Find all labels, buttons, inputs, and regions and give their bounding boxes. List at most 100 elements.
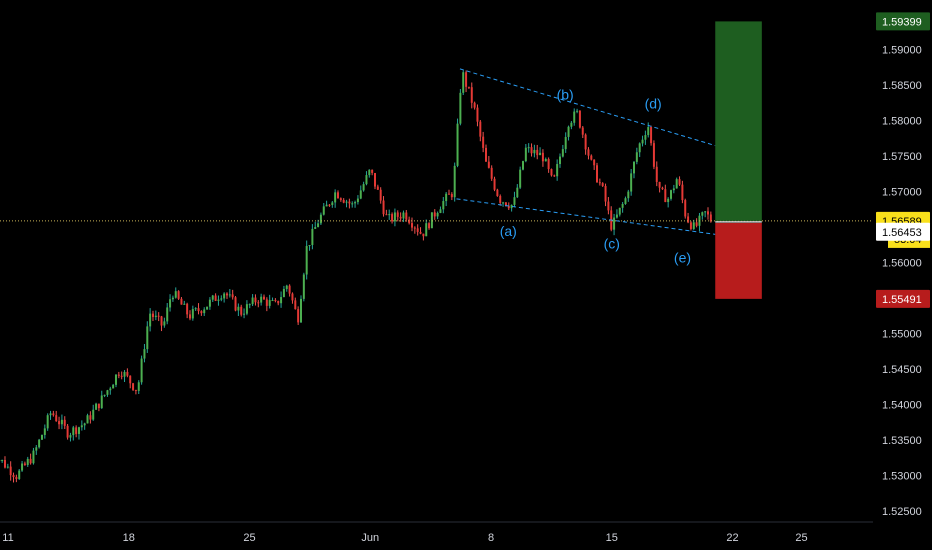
candle — [29, 453, 32, 465]
candle-body — [92, 409, 95, 420]
candle-body — [564, 136, 567, 150]
candle — [280, 291, 283, 308]
candle — [487, 156, 490, 169]
candle-body — [541, 152, 544, 162]
candle — [578, 110, 581, 129]
candle — [581, 125, 584, 139]
candle-body — [530, 147, 533, 154]
candle-body — [197, 308, 200, 312]
candle-body — [334, 192, 337, 203]
time-axis[interactable]: 11 18 25 Jun 8 15 22 25 — [0, 521, 873, 544]
candle-body — [479, 121, 482, 137]
candle — [117, 371, 120, 379]
candle-body — [243, 313, 246, 315]
candle — [598, 178, 601, 186]
candle-body — [396, 212, 399, 217]
candle — [92, 404, 95, 421]
candle-body — [137, 382, 140, 391]
candle-body — [667, 198, 670, 203]
candle-body — [49, 413, 52, 416]
candle-body — [701, 212, 704, 216]
candle — [621, 202, 624, 213]
candle — [490, 165, 493, 181]
last-close-badge-bg — [876, 222, 930, 241]
candle — [376, 184, 379, 190]
candle-body — [709, 214, 712, 222]
candle — [40, 434, 43, 440]
candle — [422, 233, 425, 241]
candle-body — [75, 427, 78, 434]
candle — [52, 410, 55, 417]
candle — [160, 315, 163, 332]
candle-body — [388, 214, 391, 216]
candle — [265, 297, 268, 312]
long-position-tool[interactable] — [715, 21, 762, 299]
candle-body — [245, 304, 248, 314]
candle-body — [322, 206, 325, 215]
candle-body — [282, 288, 285, 298]
candle-body — [38, 439, 41, 448]
candle — [519, 166, 522, 190]
candle — [106, 389, 109, 397]
candle — [75, 425, 78, 438]
candle-body — [445, 193, 448, 202]
target-price-badge-text: 1.59399 — [882, 16, 922, 28]
candle — [339, 197, 342, 202]
candle-body — [66, 425, 69, 438]
candle — [49, 410, 52, 420]
candle — [689, 221, 692, 231]
candle — [83, 422, 86, 430]
candle-body — [604, 185, 607, 202]
candle — [274, 298, 277, 303]
candle-body — [447, 193, 450, 195]
candle — [356, 195, 359, 205]
candle-body — [507, 205, 510, 209]
candle — [234, 296, 237, 312]
candle-body — [519, 169, 522, 188]
candle-body — [291, 293, 294, 301]
candle — [97, 403, 100, 412]
last-close-badge: 1.56453 — [876, 222, 930, 241]
candle — [100, 390, 103, 409]
price-tick-label: 1.55000 — [882, 329, 922, 341]
candle-body — [678, 179, 681, 185]
candle-body — [672, 188, 675, 191]
candle-body — [220, 298, 223, 300]
candle-body — [103, 394, 106, 396]
candle-body — [405, 212, 408, 220]
candle-body — [376, 186, 379, 190]
candle — [32, 447, 35, 465]
candle-body — [473, 102, 476, 108]
candle-body — [214, 295, 217, 301]
candle-body — [550, 169, 553, 176]
candle-body — [450, 194, 453, 198]
candle — [220, 295, 223, 302]
candle — [630, 169, 633, 196]
candle — [658, 181, 661, 193]
candle-body — [265, 299, 268, 306]
candle-body — [228, 294, 231, 296]
candle — [521, 160, 524, 171]
candle-body — [416, 228, 419, 232]
candle-body — [439, 209, 442, 213]
candle-body — [482, 136, 485, 148]
candle — [351, 201, 354, 208]
candle-body — [254, 297, 257, 303]
candle-body — [183, 303, 186, 305]
candle — [149, 308, 152, 332]
candle — [291, 292, 294, 304]
candle — [163, 317, 166, 328]
candle — [647, 122, 650, 138]
candle — [573, 108, 576, 126]
candle-body — [598, 182, 601, 184]
candle — [473, 101, 476, 110]
candle — [687, 212, 690, 224]
wave-label: (d) — [645, 96, 662, 112]
candle — [262, 294, 265, 300]
candle-body — [288, 285, 291, 294]
candle-body — [573, 111, 576, 123]
candle — [644, 130, 647, 145]
candle — [536, 144, 539, 160]
candle-body — [317, 223, 320, 228]
